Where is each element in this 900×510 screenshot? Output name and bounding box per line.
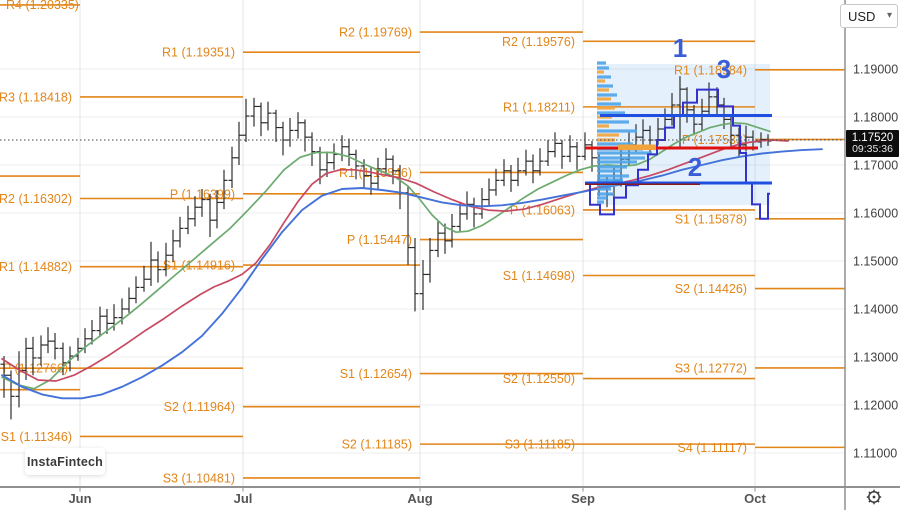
volume-profile-row bbox=[597, 183, 617, 187]
pivot-label: P (1.12766) bbox=[3, 362, 68, 376]
volume-profile-row bbox=[597, 169, 621, 173]
volume-profile-row bbox=[597, 129, 637, 133]
pivot-label: S1 (1.15878) bbox=[675, 212, 747, 226]
volume-profile-row bbox=[597, 93, 617, 97]
current-price-value: 1.17520 bbox=[851, 132, 894, 144]
price-axis-label: 1.14000 bbox=[853, 303, 898, 317]
pivot-label: S1 (1.12654) bbox=[340, 367, 412, 381]
time-axis-label: Jun bbox=[68, 491, 91, 506]
pivot-label: R2 (1.16302) bbox=[0, 192, 72, 206]
volume-profile-row bbox=[597, 75, 611, 79]
time-axis-label: Jul bbox=[234, 491, 253, 506]
wave-annotation: 3 bbox=[717, 54, 731, 84]
brand-logo: InstaFintech bbox=[25, 448, 105, 475]
price-axis-label: 1.13000 bbox=[853, 351, 898, 365]
pivot-label: S2 (1.14426) bbox=[675, 282, 747, 296]
pivot-label: R2 (1.19769) bbox=[339, 26, 412, 40]
volume-profile-row bbox=[597, 120, 629, 124]
current-price-badge: 1.17520 09:35:36 bbox=[846, 130, 899, 157]
ma-mid-rose-line bbox=[1, 139, 789, 382]
volume-profile-row bbox=[597, 192, 614, 196]
volume-profile-row bbox=[597, 84, 613, 88]
price-axis-label: 1.12000 bbox=[853, 399, 898, 413]
volume-profile-row bbox=[597, 165, 627, 169]
pivot-label: S1 (1.14916) bbox=[163, 259, 235, 273]
pivot-label: S2 (1.11185) bbox=[342, 438, 412, 452]
pivot-label: R1 (1.14882) bbox=[0, 260, 72, 274]
pivot-label: S3 (1.12772) bbox=[675, 361, 747, 375]
volume-profile-row bbox=[597, 138, 615, 142]
price-axis-panel[interactable] bbox=[845, 0, 900, 510]
volume-profile-row bbox=[597, 102, 621, 106]
volume-profile-row bbox=[597, 133, 619, 137]
volume-profile-row bbox=[597, 151, 652, 155]
instrument-selector[interactable]: USD ▾ bbox=[840, 4, 898, 28]
volume-profile-row bbox=[597, 178, 623, 182]
volume-profile-row bbox=[597, 160, 637, 164]
pivot-label: S2 (1.11964) bbox=[164, 400, 235, 414]
volume-profile-row bbox=[597, 156, 645, 160]
ma-slow-blue-line bbox=[1, 148, 823, 400]
volume-profile-row bbox=[597, 61, 606, 65]
pivot-label: P (1.16063) bbox=[510, 203, 575, 217]
pivot-label: S3 (1.10481) bbox=[163, 471, 235, 485]
chevron-down-icon: ▾ bbox=[886, 10, 892, 21]
volume-profile-row bbox=[597, 70, 604, 74]
volume-profile-row bbox=[597, 66, 609, 70]
current-price-time: 09:35:36 bbox=[852, 143, 893, 155]
volume-profile-row bbox=[597, 88, 609, 92]
price-axis-label: 1.16000 bbox=[853, 207, 898, 221]
brand-logo-text: InstaFintech bbox=[26, 454, 104, 469]
price-axis-label: 1.19000 bbox=[853, 63, 898, 77]
time-axis-label: Aug bbox=[407, 491, 432, 506]
wave-annotation: 1 bbox=[673, 33, 687, 63]
price-axis-label: 1.17000 bbox=[853, 159, 898, 173]
volume-profile-row bbox=[597, 106, 615, 110]
price-axis-label: 1.15000 bbox=[853, 255, 898, 269]
pivot-label: R4 (1.20335) bbox=[6, 0, 79, 12]
volume-profile-row bbox=[597, 200, 604, 204]
wave-annotation: 2 bbox=[688, 152, 702, 182]
instrument-selector-label: USD bbox=[848, 8, 876, 24]
price-axis-label: 1.18000 bbox=[853, 111, 898, 125]
volume-profile-row bbox=[597, 111, 625, 115]
pivot-label: R1 (1.18984) bbox=[674, 63, 747, 77]
volume-profile-row bbox=[597, 124, 609, 128]
pivot-label: S2 (1.12550) bbox=[503, 372, 575, 386]
volume-profile-row bbox=[597, 79, 605, 83]
pivot-label: R2 (1.19576) bbox=[502, 35, 575, 49]
volume-profile-row bbox=[597, 97, 611, 101]
time-axis-label: Sep bbox=[571, 491, 595, 506]
price-axis-label: 1.11000 bbox=[853, 447, 897, 461]
pivot-label: S1 (1.14698) bbox=[503, 269, 575, 283]
pivot-label: R3 (1.18418) bbox=[0, 90, 72, 104]
pivot-label: S4 (1.11117) bbox=[678, 441, 748, 455]
volume-profile-row bbox=[597, 142, 633, 146]
volume-profile-row bbox=[597, 187, 611, 191]
volume-profile-row bbox=[597, 174, 629, 178]
pivot-label: S1 (1.11346) bbox=[1, 430, 72, 444]
pivot-label: P (1.15447) bbox=[347, 233, 412, 247]
pivot-label: R1 (1.19351) bbox=[162, 46, 235, 60]
volume-profile-row bbox=[597, 196, 607, 200]
settings-gear-icon[interactable] bbox=[865, 488, 883, 506]
pivot-label: S3 (1.11185) bbox=[505, 438, 575, 452]
time-axis-label: Oct bbox=[744, 491, 766, 506]
pivot-label: R1 (1.18211) bbox=[503, 100, 575, 114]
